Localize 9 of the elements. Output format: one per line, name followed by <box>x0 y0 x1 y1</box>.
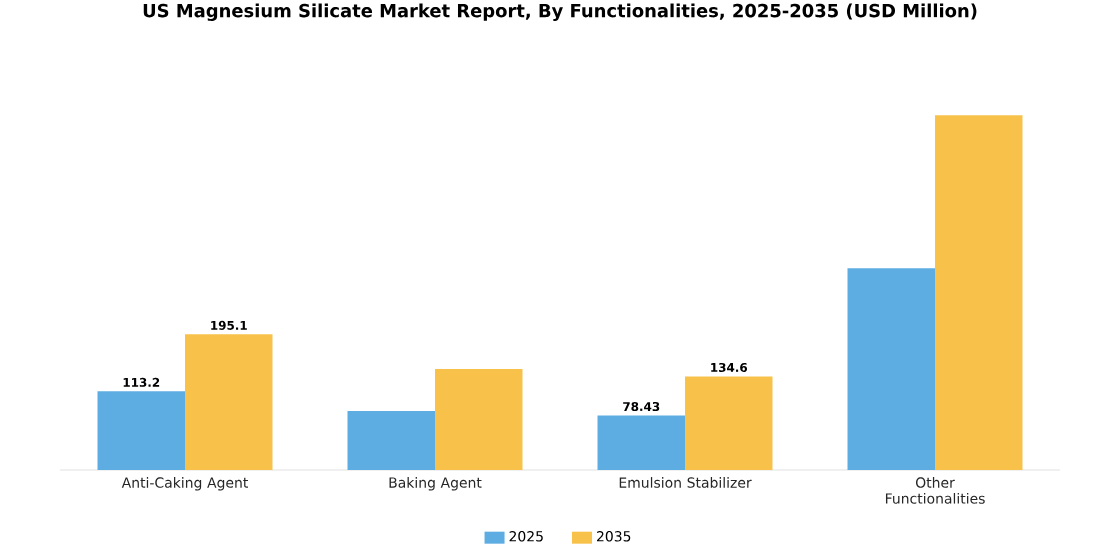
bar <box>847 268 936 470</box>
bar <box>685 376 773 470</box>
bar <box>347 410 435 470</box>
bar <box>435 368 523 470</box>
bar <box>97 391 185 470</box>
bar <box>935 115 1023 470</box>
bar <box>185 334 273 470</box>
bar <box>597 415 686 470</box>
chart-title: US Magnesium Silicate Market Report, By Functionalities, 2025-2035 (USD Million) <box>143 3 977 22</box>
